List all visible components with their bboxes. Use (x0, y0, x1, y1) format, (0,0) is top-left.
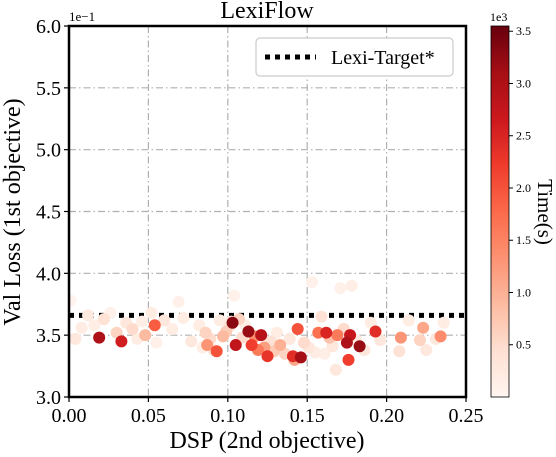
data-point (217, 330, 230, 343)
data-point (329, 363, 342, 376)
x-tick-label: 0.20 (369, 405, 404, 427)
data-point (177, 311, 190, 324)
colorbar-tick-label: 3.0 (516, 76, 531, 90)
data-point (283, 332, 296, 345)
data-point (340, 336, 353, 349)
data-point (82, 309, 95, 322)
colorbar-ticks: 0.5 1.0 1.5 2.0 2.5 3.0 3.5 (509, 24, 531, 352)
colorbar: 1e3 0.5 1.0 1.5 2.0 2.5 3.0 3.5 Time(s) (490, 10, 556, 398)
x-tick-label: 0.15 (290, 405, 325, 427)
data-point (210, 345, 223, 358)
data-point (115, 335, 128, 348)
data-point (261, 350, 274, 363)
data-point (294, 351, 307, 364)
data-point (166, 322, 179, 335)
data-point (185, 335, 198, 348)
data-point (413, 334, 426, 347)
colorbar-tick-label: 2.0 (516, 181, 531, 195)
data-points (69, 275, 450, 376)
data-point (172, 295, 185, 308)
data-point (393, 345, 406, 358)
y-tick-label: 4.0 (36, 263, 61, 285)
data-point (145, 306, 158, 319)
data-point (437, 316, 450, 329)
y-tick-label: 3.5 (36, 325, 61, 347)
data-point (242, 325, 255, 338)
data-point (199, 326, 212, 339)
y-tick-label: 4.5 (36, 202, 61, 224)
data-point (420, 344, 433, 357)
y-tick-label: 3.0 (36, 387, 61, 409)
y-axis-label: Val Loss (1st objective) (0, 98, 26, 325)
x-tick-label: 0.05 (131, 405, 166, 427)
data-point (334, 282, 347, 295)
data-point (136, 315, 149, 328)
x-tick-label: 0.00 (52, 405, 87, 427)
data-point (331, 329, 344, 342)
legend-label-lexi-target: Lexi-Target* (331, 47, 435, 69)
data-point (369, 325, 382, 338)
colorbar-label: Time(s) (533, 179, 556, 245)
data-point (298, 336, 311, 349)
y-axis-ticks: 3.0 3.5 4.0 4.5 5.0 5.5 6.0 (36, 16, 69, 409)
data-point (255, 329, 268, 342)
colorbar-tick-label: 0.5 (516, 338, 531, 352)
data-point (93, 331, 106, 344)
colorbar-multiplier: 1e3 (490, 10, 507, 24)
y-tick-label: 6.0 (36, 16, 61, 38)
data-point (291, 322, 304, 335)
data-point (213, 314, 226, 327)
x-axis-ticks: 0.00 0.05 0.10 0.15 0.20 0.25 (52, 397, 484, 427)
data-point (139, 329, 152, 342)
data-point (245, 339, 258, 352)
data-point (434, 330, 447, 343)
data-point (75, 321, 88, 334)
data-point (97, 313, 110, 326)
data-point (69, 294, 77, 307)
data-point (345, 279, 358, 292)
data-point (201, 339, 214, 352)
data-point (271, 326, 284, 339)
colorbar-gradient (490, 25, 510, 398)
legend-box (255, 37, 454, 77)
data-point (88, 319, 101, 332)
data-point (228, 289, 241, 302)
data-point (402, 314, 415, 327)
data-point (69, 332, 82, 345)
y-tick-label: 5.0 (36, 140, 61, 162)
x-tick-label: 0.25 (449, 405, 484, 427)
data-point (226, 316, 239, 329)
colorbar-tick-label: 1.0 (516, 285, 531, 299)
data-point (353, 340, 366, 353)
data-point (320, 326, 333, 339)
x-tick-label: 0.10 (210, 405, 245, 427)
data-point (158, 314, 171, 327)
grid-lines (69, 26, 466, 397)
data-point (342, 353, 355, 366)
data-point (229, 339, 242, 352)
y-tick-label: 5.5 (36, 78, 61, 100)
chart-title: LexiFlow (220, 0, 314, 24)
data-point (417, 321, 430, 334)
x-axis-label: DSP (2nd objective) (169, 428, 364, 454)
data-point (148, 319, 161, 332)
data-point (315, 310, 328, 323)
data-point (305, 275, 318, 288)
colorbar-tick-label: 1.5 (516, 233, 531, 247)
colorbar-tick-label: 2.5 (516, 129, 531, 143)
data-point (150, 336, 163, 349)
legend: Lexi-Target* (255, 37, 454, 77)
colorbar-tick-label: 3.5 (516, 24, 531, 38)
y-axis-multiplier: 1e−1 (69, 9, 95, 24)
data-point (126, 322, 139, 335)
data-point (318, 347, 331, 360)
data-point (274, 339, 287, 352)
data-point (394, 331, 407, 344)
